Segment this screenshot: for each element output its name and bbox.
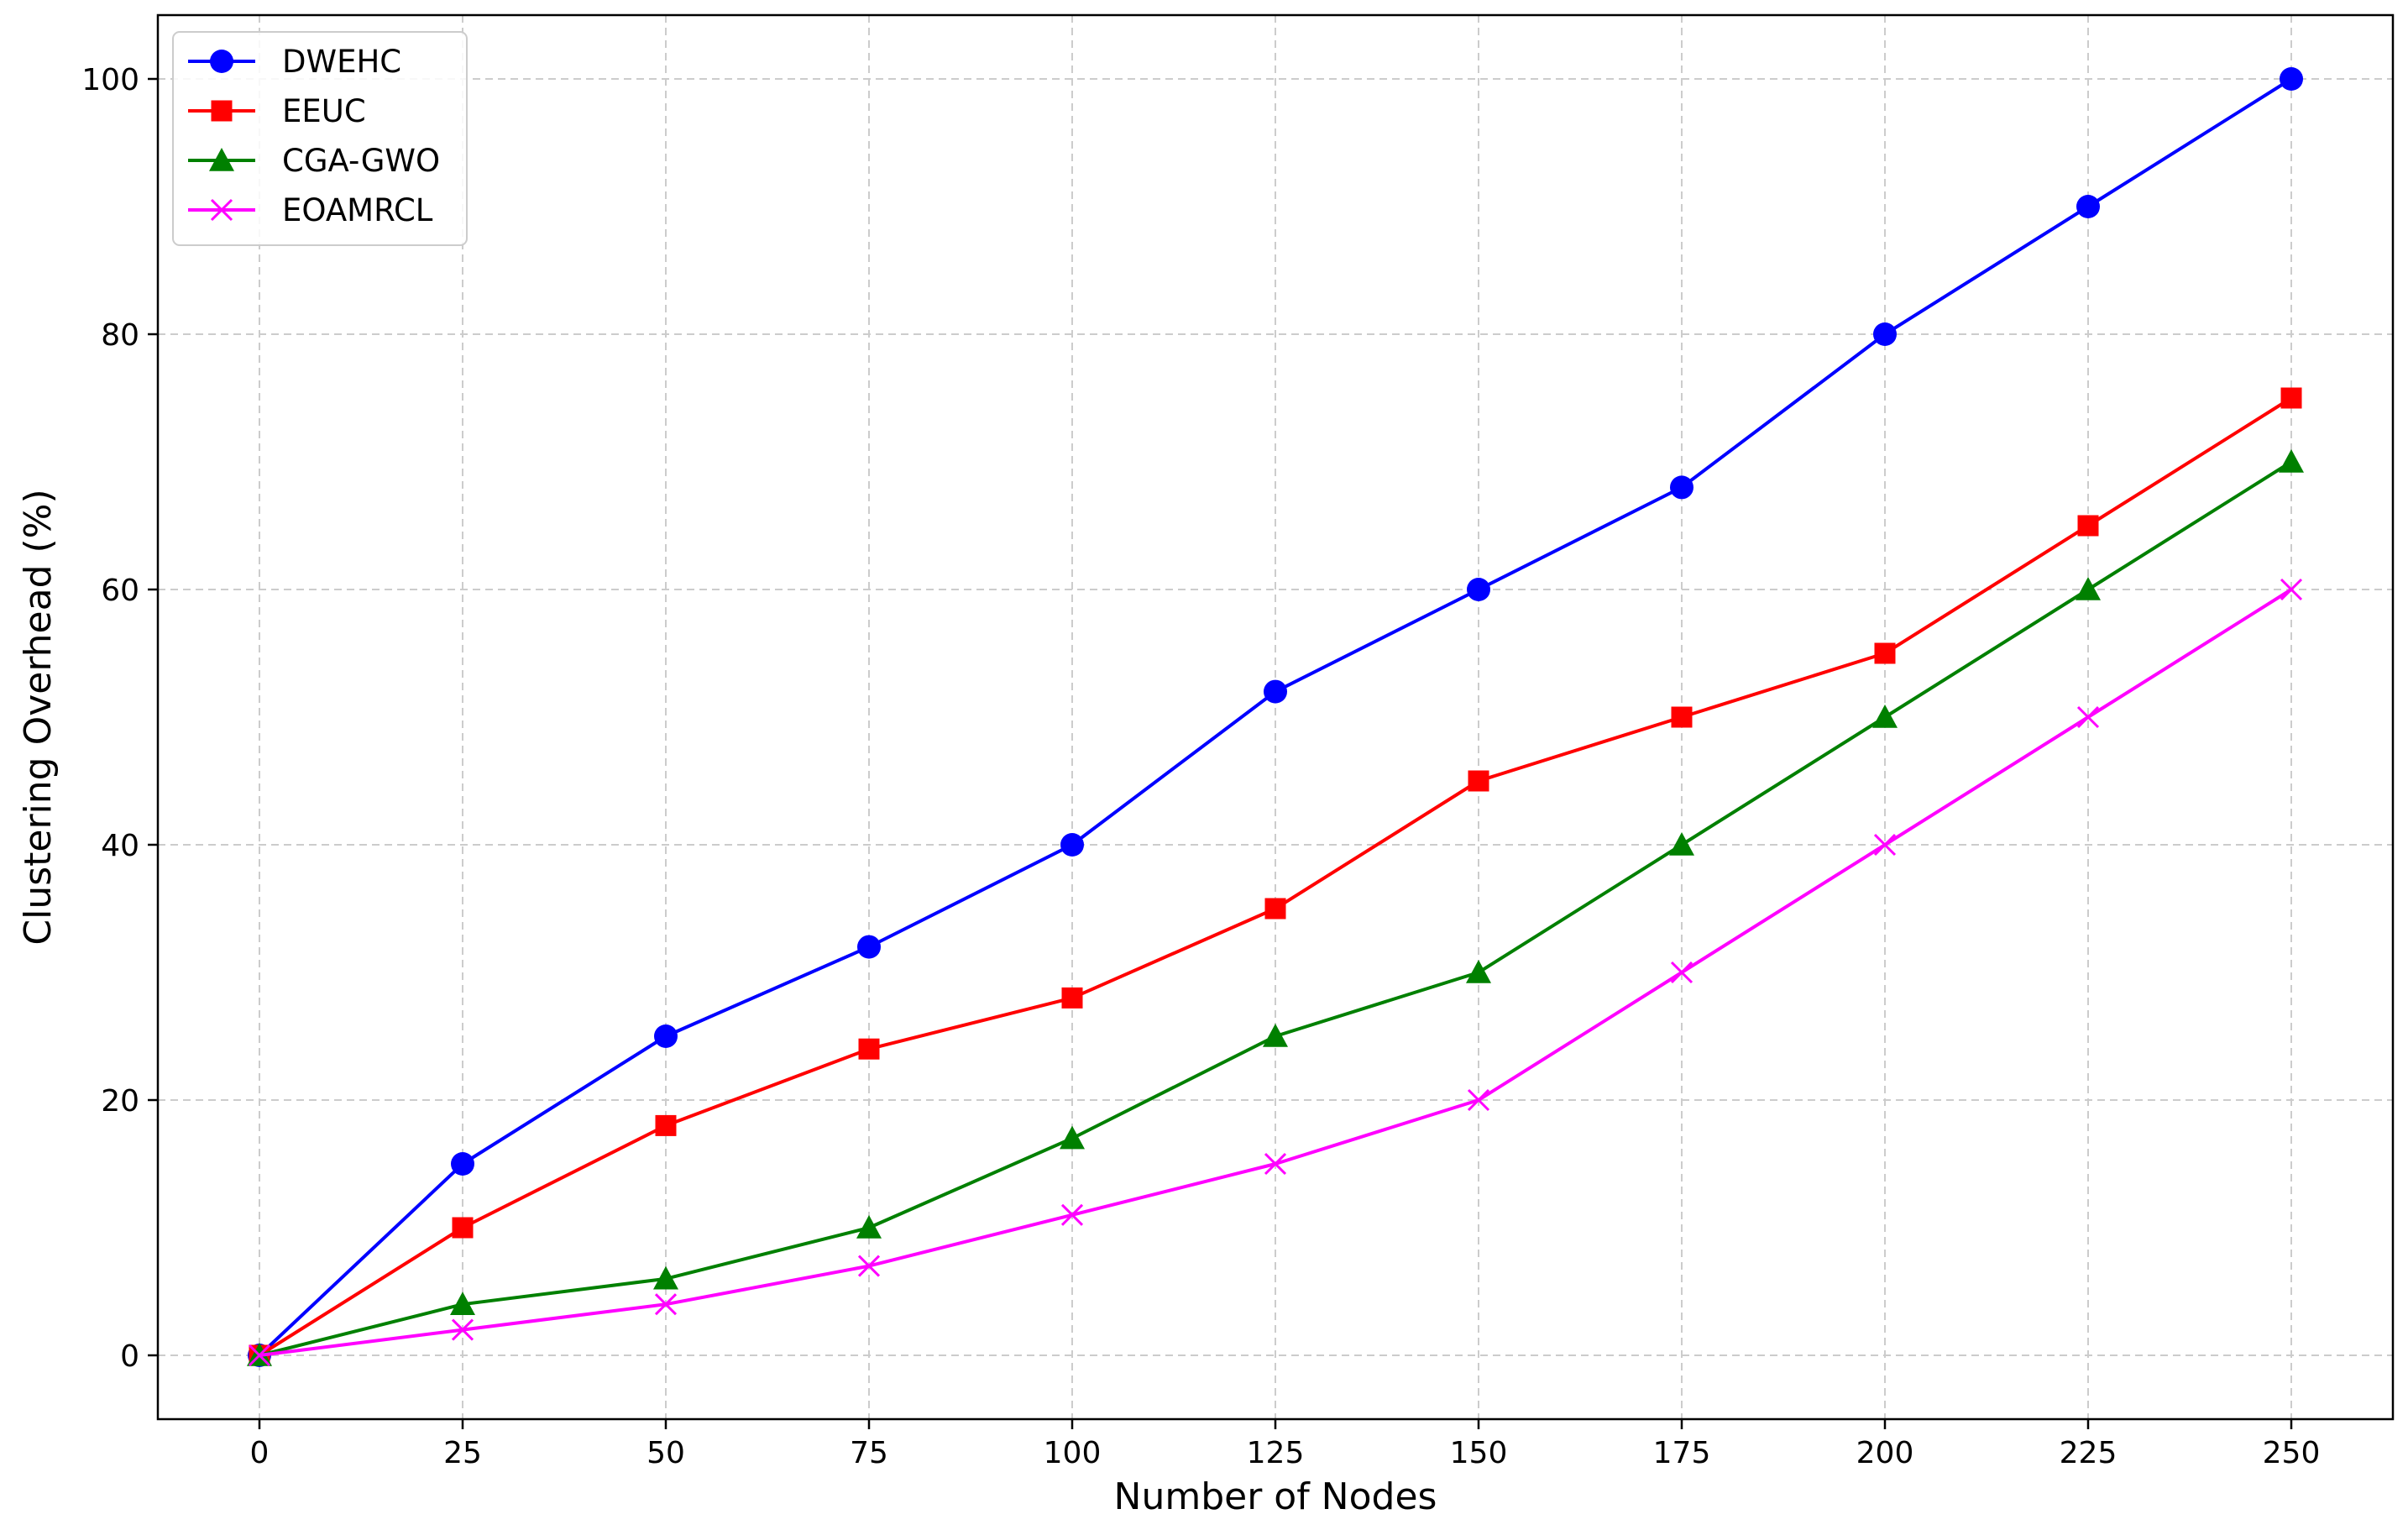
data-point-square [452, 1217, 474, 1239]
x-tick-label: 200 [1856, 1436, 1914, 1470]
data-point-x [2280, 578, 2303, 601]
y-tick-label: 0 [120, 1339, 139, 1374]
data-point-triangle [1263, 1024, 1288, 1047]
data-point-triangle [2279, 449, 2304, 473]
x-tick-label: 50 [646, 1436, 685, 1470]
data-point-square [655, 1114, 677, 1136]
x-axis-label: Number of Nodes [1114, 1475, 1437, 1518]
x-tick-label: 25 [443, 1436, 482, 1470]
data-point-x [1264, 1152, 1287, 1176]
data-point-triangle [856, 1215, 882, 1239]
data-point-circle [210, 50, 233, 73]
data-point-triangle [209, 148, 234, 171]
legend-label: CGA-GWO [282, 143, 440, 179]
data-point-triangle [2076, 577, 2101, 600]
series-cga-gwo [247, 449, 2304, 1366]
y-tick-label: 20 [101, 1084, 139, 1119]
legend-label: DWEHC [282, 44, 401, 80]
data-point-square [1671, 706, 1693, 728]
legend-item-eeuc: EEUC [188, 93, 366, 129]
data-point-circle [1264, 679, 1287, 704]
x-tick-label: 125 [1247, 1436, 1305, 1470]
series-layer [247, 67, 2304, 1367]
data-point-circle [1873, 322, 1897, 346]
data-point-x [451, 1318, 474, 1341]
data-point-circle [654, 1024, 678, 1048]
data-point-circle [1670, 475, 1693, 500]
x-tick-label: 0 [250, 1436, 270, 1470]
data-point-x [1467, 1088, 1490, 1112]
x-tick-label: 250 [2263, 1436, 2321, 1470]
data-point-triangle [1872, 705, 1898, 728]
data-point-x [1060, 1203, 1084, 1226]
data-point-triangle [1466, 960, 1491, 983]
legend-item-dwehc: DWEHC [188, 44, 401, 80]
y-tick-label: 40 [101, 829, 139, 863]
data-point-square [1264, 898, 1286, 920]
data-point-x [248, 1344, 271, 1367]
y-tick-label: 100 [81, 63, 139, 97]
x-tick-label: 175 [1653, 1436, 1711, 1470]
data-point-x [1873, 833, 1897, 857]
legend: DWEHC EEUC CGA-GWO EOAMRCL [172, 31, 468, 246]
data-point-square [2280, 387, 2302, 409]
data-point-square [1874, 642, 1896, 664]
data-point-triangle [1669, 832, 1694, 856]
data-point-square [1061, 987, 1083, 1009]
x-tick-label: 150 [1450, 1436, 1508, 1470]
data-point-circle [1467, 578, 1490, 601]
legend-label: EEUC [282, 93, 366, 129]
data-point-circle [2280, 67, 2303, 91]
data-point-x [2076, 705, 2100, 729]
legend-box [172, 31, 468, 246]
grid-lines [158, 15, 2393, 1419]
data-point-x [654, 1293, 678, 1316]
data-point-circle [1060, 833, 1084, 857]
x-tick-label: 100 [1044, 1436, 1102, 1470]
data-point-square [2077, 515, 2099, 537]
data-point-triangle [450, 1292, 475, 1315]
data-point-square [1468, 770, 1489, 792]
data-point-triangle [1060, 1125, 1085, 1150]
series-dwehc [248, 67, 2303, 1367]
legend-item-cga-gwo: CGA-GWO [188, 143, 440, 179]
x-tick-label: 75 [850, 1436, 888, 1470]
legend-item-eoamrcl: EOAMRCL [188, 192, 433, 228]
data-point-square [211, 100, 233, 122]
data-point-x [1670, 961, 1693, 984]
legend-label: EOAMRCL [282, 192, 433, 228]
x-tick-label: 225 [2060, 1436, 2117, 1470]
y-tick-label: 60 [101, 574, 139, 608]
data-point-circle [2076, 195, 2100, 218]
data-point-triangle [653, 1265, 678, 1290]
data-point-x [210, 198, 233, 222]
data-point-circle [857, 935, 881, 959]
series-eoamrcl [248, 578, 2303, 1367]
data-point-x [857, 1255, 881, 1277]
data-point-square [858, 1038, 880, 1060]
axis-ticks: 0 25 50 75 100 125 150 175 200 225 250 0 20 40 60 80 100 [81, 63, 2320, 1470]
data-point-circle [451, 1152, 474, 1176]
y-tick-label: 80 [101, 318, 139, 353]
y-axis-label: Clustering Overhead (%) [17, 489, 60, 945]
